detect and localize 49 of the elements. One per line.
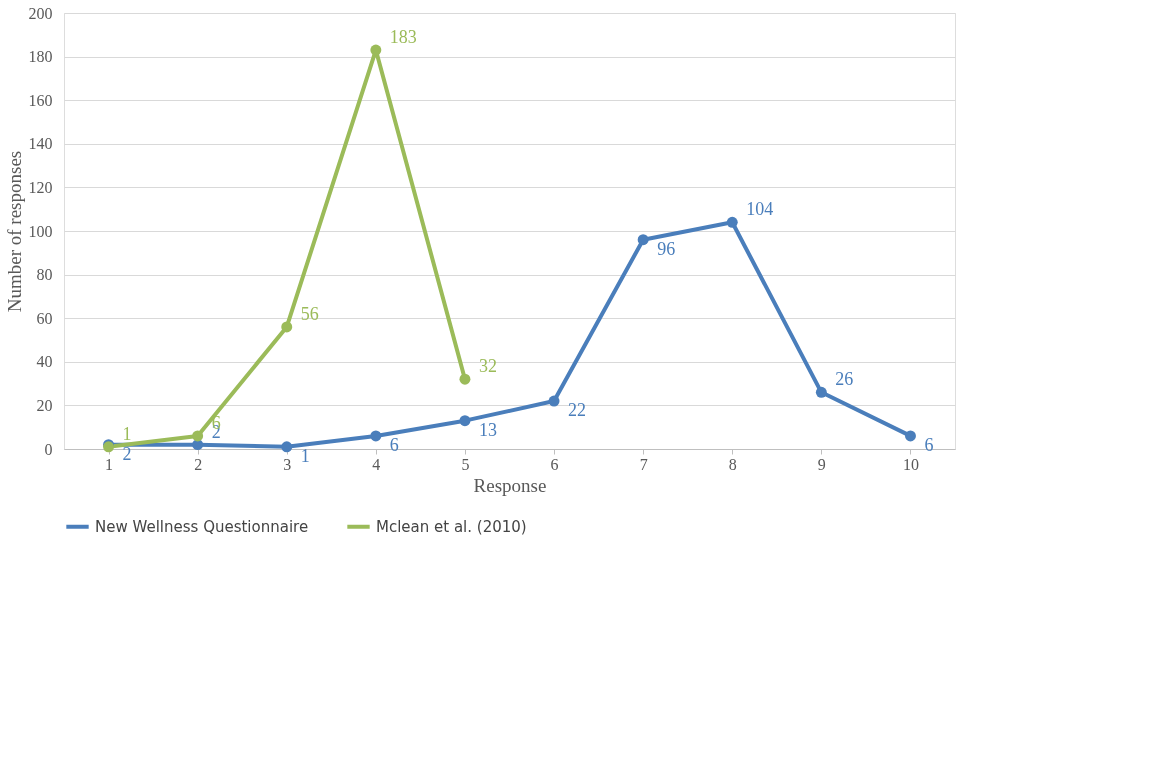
x-tick-label: 3: [283, 455, 292, 473]
data-label: 56: [300, 303, 319, 324]
point: [904, 430, 916, 442]
y-tick-label: 120: [28, 178, 53, 196]
x-tick-label: 2: [194, 455, 203, 473]
data-label: 104: [746, 199, 774, 220]
legend-label: Mclean et al. (2010): [376, 517, 527, 536]
point: [459, 373, 471, 385]
y-tick-label: 40: [36, 353, 53, 371]
data-label: 183: [389, 27, 417, 48]
data-label: 6: [389, 434, 399, 455]
point: [548, 395, 560, 407]
x-tick-label: 4: [372, 455, 381, 473]
y-tick-label: 180: [28, 48, 53, 66]
data-label: 26: [835, 369, 854, 390]
point: [370, 430, 382, 442]
point: [726, 216, 738, 228]
y-tick-label: 0: [44, 440, 53, 458]
point: [192, 430, 204, 442]
point: [281, 441, 293, 453]
point: [459, 415, 471, 427]
x-tick-label: 7: [639, 455, 648, 473]
x-tick-label: 8: [728, 455, 737, 473]
x-tick-label: 9: [817, 455, 826, 473]
data-label: 6: [924, 434, 934, 455]
point: [815, 386, 827, 398]
point: [281, 321, 293, 333]
y-tick-label: 60: [36, 309, 53, 327]
x-axis-title: Response: [473, 474, 547, 496]
y-tick-label: 80: [36, 266, 53, 284]
x-tick-label: 5: [461, 455, 470, 473]
data-label: 13: [478, 419, 497, 440]
y-tick-label: 200: [28, 4, 53, 22]
x-tick-label: 6: [550, 455, 559, 473]
y-axis-title: Number of responses: [3, 150, 25, 313]
y-tick-label: 20: [36, 396, 53, 414]
data-label: 1: [122, 423, 132, 444]
point: [192, 439, 204, 451]
y-tick-label: 100: [28, 222, 53, 240]
y-tick-label: 160: [28, 91, 53, 109]
data-label: 96: [657, 238, 676, 259]
x-tick-label: 1: [105, 455, 114, 473]
x-tick-label: 10: [902, 455, 919, 473]
y-tick-label: 140: [28, 135, 53, 153]
legend-label: New Wellness Questionnaire: [95, 517, 309, 536]
data-label: 22: [568, 400, 587, 421]
point: [637, 234, 649, 246]
data-label: 32: [478, 356, 497, 377]
point: [370, 44, 382, 56]
